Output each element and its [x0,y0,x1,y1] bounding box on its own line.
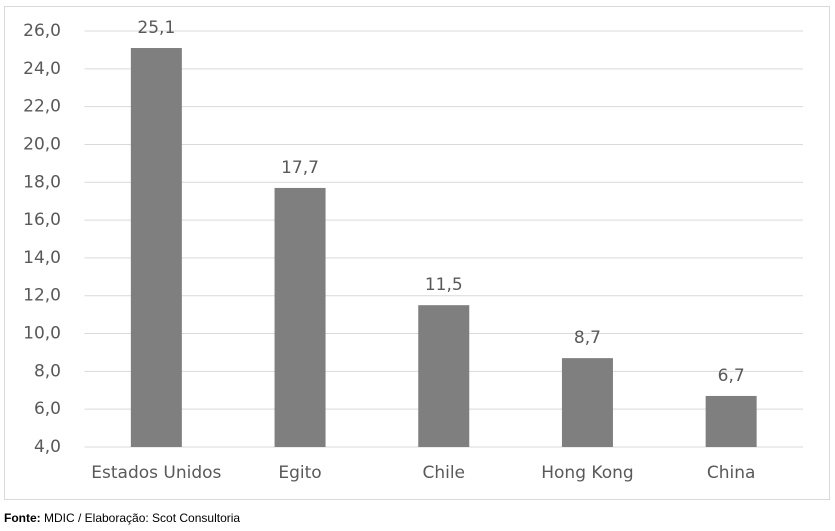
y-tick-label: 4,0 [34,437,61,457]
value-label: 6,7 [718,366,745,386]
bar [130,48,182,447]
bar [705,395,757,447]
chart: 4,0 6,0 8,0 10,0 12,0 14,0 16,0 18,0 20,0 22,0 24,… [4,6,830,500]
x-tick-label: Hong Kong [541,463,633,483]
x-tick-label: China [707,463,756,483]
x-tick-label: Chile [422,463,465,483]
y-tick-label: 20,0 [23,134,61,154]
value-label: 17,7 [281,158,319,178]
source-label: Fonte: [4,511,41,525]
y-tick-label: 22,0 [23,97,61,117]
value-label: 25,1 [137,18,175,38]
y-tick-label: 8,0 [34,361,61,381]
y-tick-label: 26,0 [23,21,61,41]
bar [418,305,470,447]
bar [561,358,613,447]
source-text: MDIC / Elaboração: Scot Consultoria [44,511,241,525]
x-tick-label: Egito [278,463,321,483]
y-tick-label: 10,0 [23,324,61,344]
y-tick-label: 24,0 [23,59,61,79]
y-tick-label: 16,0 [23,210,61,230]
y-tick-label: 6,0 [34,399,61,419]
value-label: 11,5 [425,275,463,295]
value-label: 8,7 [574,328,601,348]
bar [274,187,326,448]
y-tick-label: 14,0 [23,248,61,268]
y-tick-label: 12,0 [23,286,61,306]
source: Fonte: MDIC / Elaboração: Scot Consultor… [4,511,240,525]
y-tick-label: 18,0 [23,172,61,192]
x-tick-label: Estados Unidos [91,463,221,483]
